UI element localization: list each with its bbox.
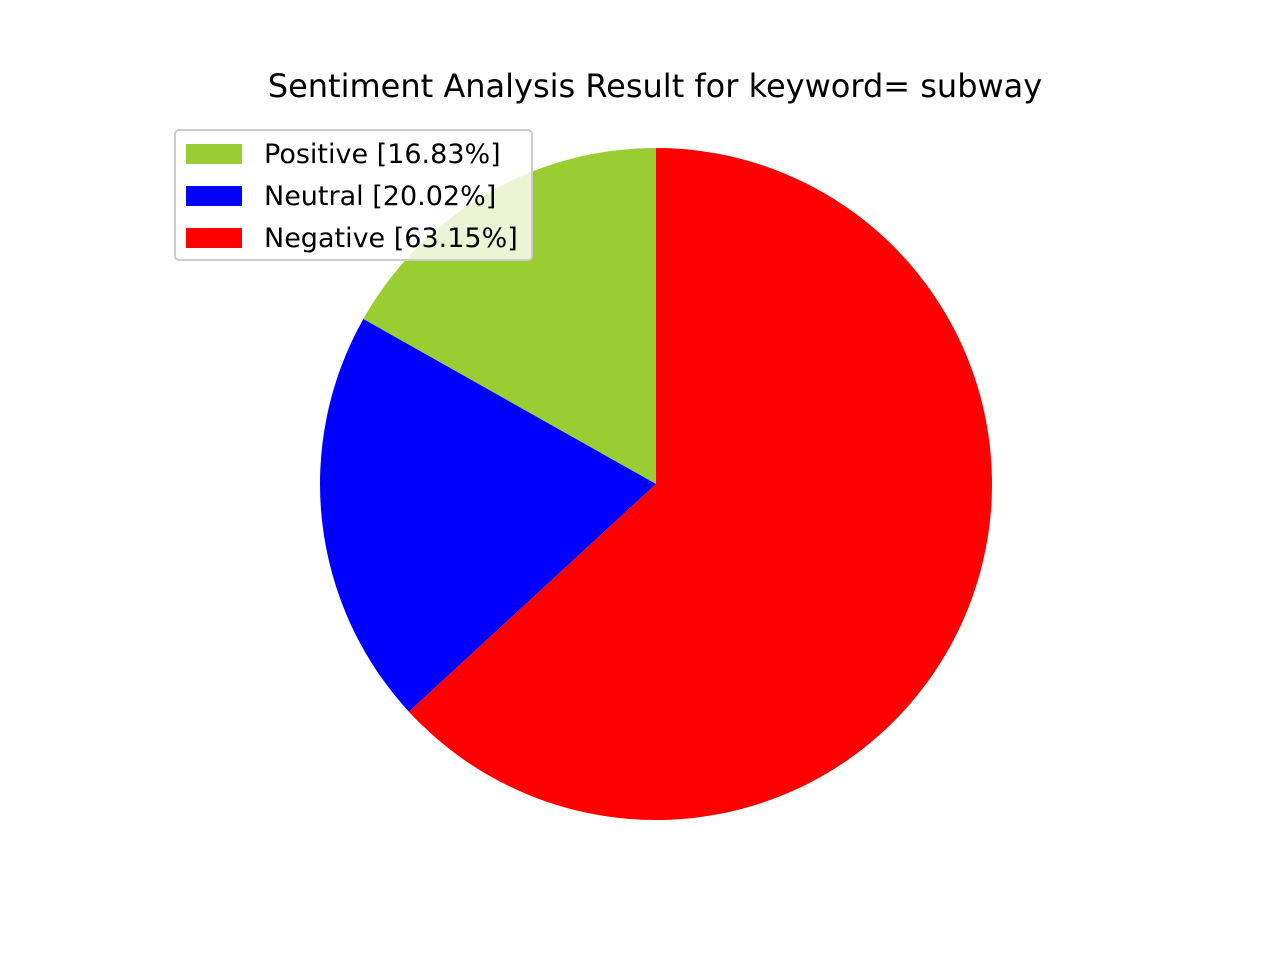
pie-slice-neutral xyxy=(319,318,656,712)
legend-item-positive: Positive [16.83%] xyxy=(186,138,501,170)
pie-slice-negative xyxy=(408,148,992,820)
legend-swatch-negative xyxy=(186,228,242,248)
legend-label-neutral: Neutral [20.02%] xyxy=(264,180,497,212)
legend: Positive [16.83%] Neutral [20.02%] Negat… xyxy=(174,129,533,261)
pie-slices xyxy=(319,148,992,820)
legend-item-negative: Negative [63.15%] xyxy=(186,222,518,254)
legend-label-negative: Negative [63.15%] xyxy=(264,222,518,254)
legend-item-neutral: Neutral [20.02%] xyxy=(186,180,497,212)
legend-swatch-neutral xyxy=(186,186,242,206)
legend-label-positive: Positive [16.83%] xyxy=(264,138,501,170)
legend-swatch-positive xyxy=(186,144,242,164)
chart-title: Sentiment Analysis Result for keyword= s… xyxy=(267,67,1043,105)
